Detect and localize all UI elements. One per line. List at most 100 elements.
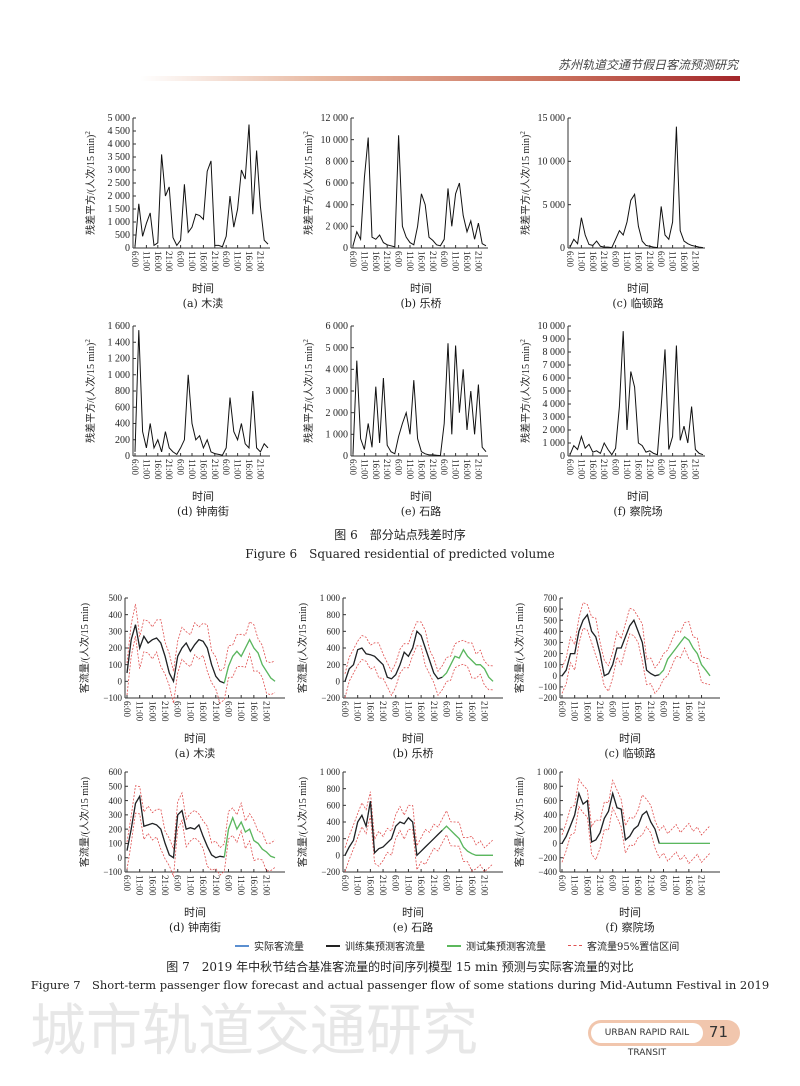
x-tick-label: 21:00 [646,875,656,896]
chart-panel: 0 500 1 000 1 500 2 000 2 500 3 000 3 500 4 000 4… [80,108,298,316]
residual-series-line [569,126,704,249]
actual-flow-line [561,613,711,677]
y-tick-label: 1 600 [108,321,131,332]
y-tick-label: 100 [109,839,123,849]
x-tick-label: 16:00 [633,251,643,272]
train-prediction-line [561,790,660,844]
x-tick-label: 21:00 [428,251,438,272]
test-prediction-line [441,825,493,856]
x-tick-label: 16:00 [588,251,598,272]
chart-panel: −200 0 200 400 600 800 1 000 6:00 11:00 16:00 21:0… [293,588,511,766]
x-tick-label: 6:00 [130,459,140,476]
x-tick-label: 21:00 [382,251,392,272]
y-tick-label: 400 [115,419,130,430]
x-tick-label: 11:00 [620,875,630,896]
x-tick-label: 16:00 [249,701,259,722]
x-tick-label: 11:00 [141,251,151,272]
y-tick-label: 1 000 [108,217,131,228]
x-tick-label: 16:00 [416,701,426,722]
y-tick-label: 0 [553,839,558,849]
x-tick-label: 21:00 [429,701,439,722]
y-tick-label: 2 000 [108,191,131,202]
y-tick-label: −100 [538,682,557,692]
x-tick-label: 6:00 [656,459,666,476]
y-tick-label: 300 [109,810,123,820]
actual-flow-line [561,791,710,844]
test-prediction-line [223,638,276,684]
x-tick-label: 16:00 [416,875,426,896]
ci-upper-line [126,603,276,672]
x-tick-label: 11:00 [451,459,461,480]
journal-name: URBAN RAPID RAIL TRANSIT [591,1023,703,1058]
x-tick-label: 6:00 [611,251,621,268]
residual-series-line [134,330,269,456]
y-tick-label: −200 [321,693,340,703]
y-tick-label: 8 000 [543,347,566,358]
x-tick-label: 11:00 [403,701,413,722]
x-tick-label: 6:00 [439,459,449,476]
x-tick-label: 6:00 [391,875,401,892]
actual-flow-line [344,801,493,857]
x-axis-label: 时间 [410,490,432,503]
x-tick-label: 21:00 [645,459,655,480]
y-tick-label: 2 000 [543,425,566,436]
y-tick-label: 4 500 [108,126,131,137]
x-tick-label: 21:00 [210,251,220,272]
residual-series-line [569,331,704,456]
x-tick-label: 11:00 [353,701,363,722]
chart-panel: 0 1 000 2 000 3 000 4 000 5 000 6 000 7 000 8 00… [515,316,733,524]
figure6-caption-cn: 图 6 部分站点残差时序 [334,528,466,542]
x-tick-label: 6:00 [340,875,350,892]
x-tick-label: 16:00 [684,701,694,722]
y-tick-label: 0 [343,451,348,462]
x-tick-label: 11:00 [405,459,415,480]
x-tick-label: 16:00 [198,459,208,480]
ci-upper-line [561,602,711,669]
y-tick-label: 10 000 [538,157,566,168]
y-tick-label: 400 [327,817,341,827]
panel-caption: (b) 乐桥 [400,297,442,310]
y-tick-label: −100 [103,867,122,877]
x-tick-label: 11:00 [570,701,580,722]
y-tick-label: 3 000 [543,412,566,423]
x-tick-label: 6:00 [656,251,666,268]
x-tick-label: 16:00 [153,251,163,272]
y-tick-label: −200 [538,853,557,863]
x-tick-label: 21:00 [255,251,265,272]
x-tick-label: 11:00 [671,875,681,896]
y-tick-label: 200 [544,649,558,659]
x-tick-label: 6:00 [557,701,567,718]
x-tick-label: 16:00 [244,459,254,480]
ci-lower-line [561,627,711,695]
y-tick-label: 5 000 [326,343,349,354]
y-tick-label: 1 000 [543,438,566,449]
chart-panel: −100 0 100 200 300 400 500 6:00 11:00 16:00 21:00 6… [75,588,293,766]
y-tick-label: 15 000 [538,113,566,124]
y-tick-label: −100 [103,693,122,703]
chart-panel: −200 −100 0 100 200 300 400 500 600 700 6:00 11:00 1… [510,588,728,766]
x-tick-label: 11:00 [135,701,145,722]
x-tick-label: 6:00 [565,459,575,476]
y-tick-label: 10 000 [321,135,349,146]
x-tick-label: 11:00 [141,459,151,480]
x-tick-label: 16:00 [244,251,254,272]
superscript: 2 [302,131,310,135]
x-axis-label: 时间 [184,732,206,745]
x-tick-label: 21:00 [480,875,490,896]
header-rule [140,76,740,81]
test-prediction-line [658,635,711,677]
x-tick-label: 6:00 [122,875,132,892]
x-tick-label: 6:00 [173,875,183,892]
y-tick-label: 4 000 [326,200,349,211]
x-tick-label: 21:00 [473,459,483,480]
legend-swatch [235,944,249,947]
legend-item-test: 测试集预测客流量 [447,938,546,953]
residual-series-line [352,135,487,248]
figure7-caption-cn: 图 7 2019 年中秋节结合基准客流量的时间序列模型 15 min 预测与实际… [166,960,634,974]
x-tick-label: 11:00 [570,875,580,896]
y-axis-label: 残差平方/(人次/15 min)2 [302,339,315,443]
ci-upper-line [561,778,711,836]
y-axis-label: 残差平方/(人次/15 min)2 [302,131,315,235]
